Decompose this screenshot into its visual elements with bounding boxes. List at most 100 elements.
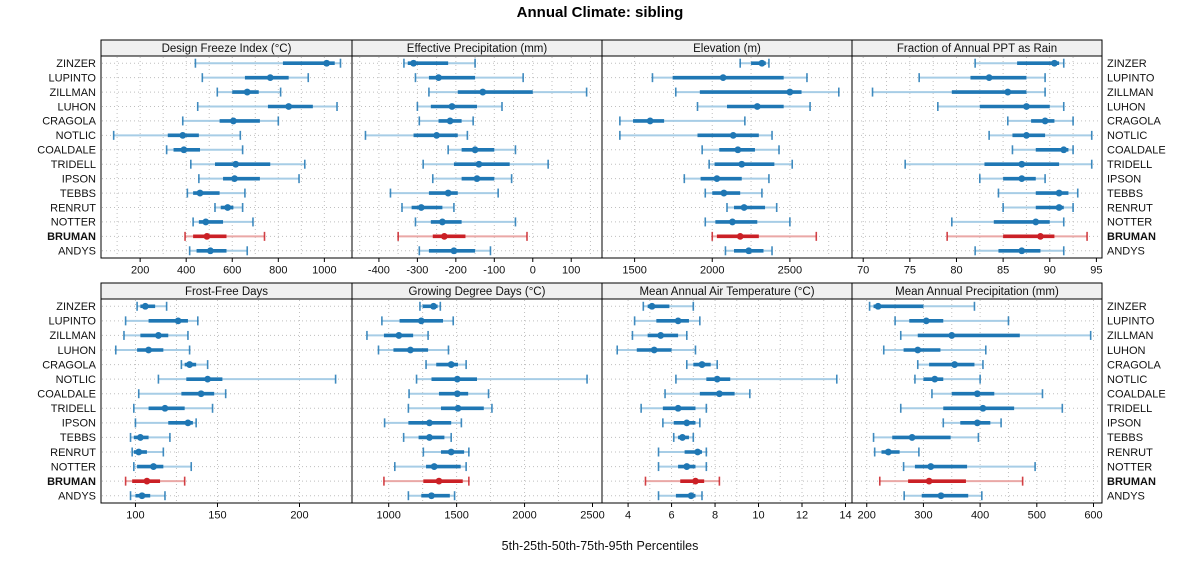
site-label-right-ZILLMAN: ZILLMAN [1107,87,1154,99]
gridlines [102,300,351,502]
interval-TRIDELL [640,403,708,413]
median-dot [650,346,658,354]
interval-NOTLIC [914,374,981,384]
interval-COALDALE [701,145,780,155]
median-dot [179,131,187,139]
interval-COALDALE [664,389,751,399]
median-dot [683,463,691,470]
median-dot [973,390,981,398]
interval-LUPINTO [633,316,701,326]
median-dot [908,434,916,441]
interval-ZINZER [642,301,695,311]
interval-LUPINTO [201,73,310,83]
site-label-right-COALDALE: COALDALE [1107,145,1166,157]
site-label-left-NOTTER: NOTTER [51,461,96,473]
tick-label: 2500 [778,265,802,277]
interval-ZILLMAN [428,87,588,97]
site-label-right-LUHON: LUHON [1107,101,1146,113]
x-axis: -400 -300 -200 -100 0 100 [368,258,580,277]
median-dot [417,204,425,211]
median-dot [674,404,682,412]
interval-RENRUT [131,447,165,457]
interval-BRUMAN [711,231,818,241]
interval-ZILLMAN [871,87,1046,97]
interval-ANDYS [129,491,166,501]
site-label-right-NOTLIC: NOTLIC [1107,130,1147,142]
site-label-right-TRIDELL: TRIDELL [1107,159,1152,171]
site-label-left-IPSON: IPSON [62,418,96,430]
median-dot [715,390,723,398]
site-label-right-IPSON: IPSON [1107,418,1141,430]
panel-bg [352,299,602,503]
median-dot [1060,146,1068,154]
interval-COALDALE [137,389,227,399]
interval-ZILLMAN [123,330,189,340]
site-label-right-RENRUT: RENRUT [1107,447,1153,459]
figure-title: Annual Climate: sibling [516,4,684,21]
median-dot [454,404,462,412]
median-dot [426,419,433,427]
tick-label: 400 [971,510,989,522]
tick-label: 85 [997,265,1009,277]
interval-CRAGOLA [181,116,280,126]
median-dot [786,88,794,96]
interval-IPSON [198,174,300,184]
interval-TRIDELL [190,159,306,169]
tick-label: 95 [1090,265,1102,277]
panel-frost-free-days: Frost-Free Days 100 150 200 [100,282,353,522]
site-label-left-CRAGOLA: CRAGOLA [42,359,96,371]
interval-BRUMAN [644,476,721,486]
median-dot [196,189,204,197]
site-label-right-CRAGOLA: CRAGOLA [1107,359,1161,371]
interval-ZILLMAN [216,87,282,97]
median-dot [1023,103,1030,110]
median-dot [736,232,744,240]
tick-label: 2000 [512,510,536,522]
median-dot [231,175,238,183]
panel-mean-annual-precipitation-mm: Mean Annual Precipitation (mm) 200 300 400 5… [851,282,1103,522]
interval-IPSON [431,174,513,184]
median-dot [450,247,458,255]
site-label-right-LUHON: LUHON [1107,345,1146,357]
median-dot [698,361,706,368]
median-dot [657,332,665,339]
median-dot [734,146,742,154]
site-label-right-ZINZER: ZINZER [1107,58,1147,70]
median-dot [197,390,205,398]
interval-BRUMAN [124,476,186,486]
site-label-left-COALDALE: COALDALE [37,145,96,157]
tick-label: 2000 [700,265,724,277]
panel-bg [352,56,602,258]
site-label-right-NOTTER: NOTTER [1107,217,1152,229]
median-dot [1018,247,1026,255]
median-dot [740,204,748,211]
interval-TEBBS [672,432,695,442]
median-dot [758,59,766,67]
panel-header [851,282,1103,300]
interval-NOTTER [393,462,467,472]
interval-BRUMAN [383,476,470,486]
interval-ANDYS [407,491,456,501]
interval-LUHON [696,102,811,111]
tick-label: 12 [796,510,808,522]
median-dot [1051,59,1058,67]
tick-label: -400 [368,265,390,277]
interval-TRIDELL [422,159,549,169]
tick-label: 200 [858,510,876,522]
median-dot [435,74,442,82]
interval-ANDYS [903,491,983,501]
panel-header [851,39,1103,57]
site-label-left-BRUMAN: BRUMAN [47,476,96,488]
median-dot [1041,117,1049,125]
median-dot [683,419,691,427]
site-label-left-RENRUT: RENRUT [50,202,96,214]
median-dot [453,375,461,383]
x-axis-caption: 5th-25th-50th-75th-95th Percentiles [501,539,699,553]
interval-COALDALE [1011,145,1074,155]
tick-label: 14 [839,510,851,522]
panel-bg [602,299,852,503]
median-dot [720,189,728,197]
interval-IPSON [134,418,197,428]
median-dot [141,302,149,310]
site-label-left-IPSON: IPSON [62,173,96,185]
